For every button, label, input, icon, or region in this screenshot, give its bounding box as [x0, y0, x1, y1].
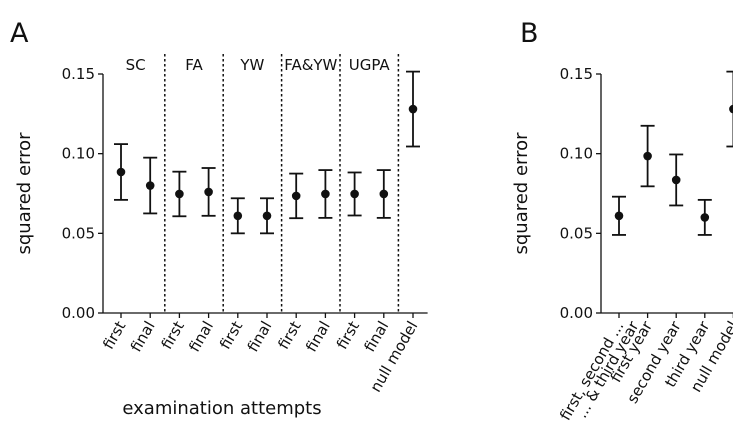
x-tick-label: final [244, 318, 276, 355]
group-label: FA [185, 56, 203, 74]
point [379, 189, 389, 199]
y-tick-label: 0.00 [62, 304, 95, 322]
x-tick-label: first [158, 318, 188, 352]
point [145, 181, 155, 190]
point [729, 104, 733, 114]
y-tick-label: 0.05 [62, 224, 95, 242]
point [614, 211, 624, 221]
point [175, 189, 184, 199]
group-label: UGPA [349, 56, 391, 74]
y-axis-title: squared error [14, 132, 35, 255]
x-tick-label: first [274, 318, 304, 352]
point [233, 211, 243, 221]
x-tick-label: final [127, 318, 159, 355]
point [262, 211, 272, 221]
panel-letter: A [10, 18, 29, 49]
y-tick-label: 0.15 [560, 65, 593, 83]
group-label: YW [239, 56, 264, 74]
y-tick-label: 0.15 [62, 65, 95, 83]
x-tick-label: final [302, 318, 334, 355]
group-label: FA&YW [284, 56, 337, 74]
x-tick-label: first [333, 318, 363, 352]
point [643, 151, 652, 161]
y-tick-label: 0.00 [560, 304, 593, 322]
point [350, 189, 359, 199]
x-tick-label: first [216, 318, 246, 352]
x-axis-title: examination attempts [122, 398, 321, 419]
y-tick-label: 0.10 [62, 145, 95, 163]
point [291, 191, 301, 201]
point [116, 167, 126, 177]
point [321, 189, 330, 199]
point [408, 104, 418, 114]
y-axis-title: squared error [511, 132, 532, 255]
x-tick-label: final [185, 318, 217, 355]
y-tick-label: 0.05 [560, 224, 593, 242]
point [204, 187, 213, 197]
point [671, 175, 681, 185]
group-label: SC [126, 56, 146, 74]
error-bar [726, 70, 733, 148]
y-tick-label: 0.10 [560, 145, 593, 163]
x-tick-label: first [99, 318, 129, 352]
panel-letter: B [520, 18, 539, 49]
point [700, 213, 710, 222]
